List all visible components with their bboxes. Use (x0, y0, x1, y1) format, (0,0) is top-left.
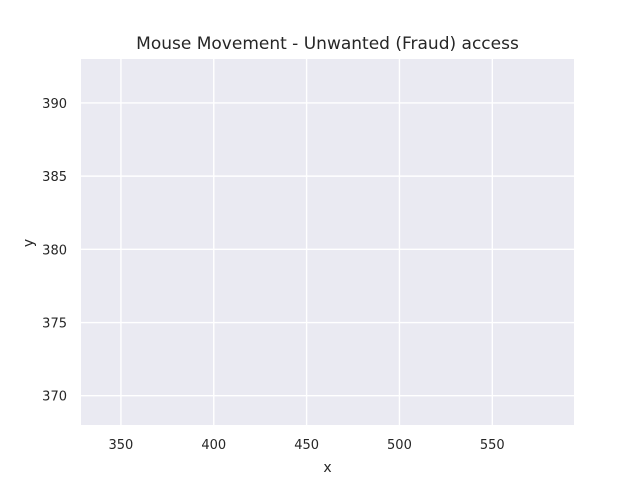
y-tick-label: 385 (42, 170, 67, 185)
y-tick-label: 370 (42, 390, 67, 405)
y-tick-label: 380 (42, 243, 67, 258)
plot-area (81, 59, 574, 425)
x-tick-label: 350 (109, 438, 134, 453)
x-tick-label: 500 (387, 438, 412, 453)
x-tick-label: 550 (480, 438, 505, 453)
chart-title: Mouse Movement - Unwanted (Fraud) access (136, 34, 519, 54)
y-tick-label: 375 (42, 317, 67, 332)
x-tick-labels: 350 400 450 500 550 (109, 438, 505, 453)
y-axis-label: y (21, 239, 37, 247)
x-tick-label: 400 (201, 438, 226, 453)
x-tick-label: 450 (294, 438, 319, 453)
y-tick-labels: 370 375 380 385 390 (42, 97, 67, 405)
x-axis-label: x (323, 460, 331, 476)
y-tick-label: 390 (42, 97, 67, 112)
grid (81, 59, 574, 425)
